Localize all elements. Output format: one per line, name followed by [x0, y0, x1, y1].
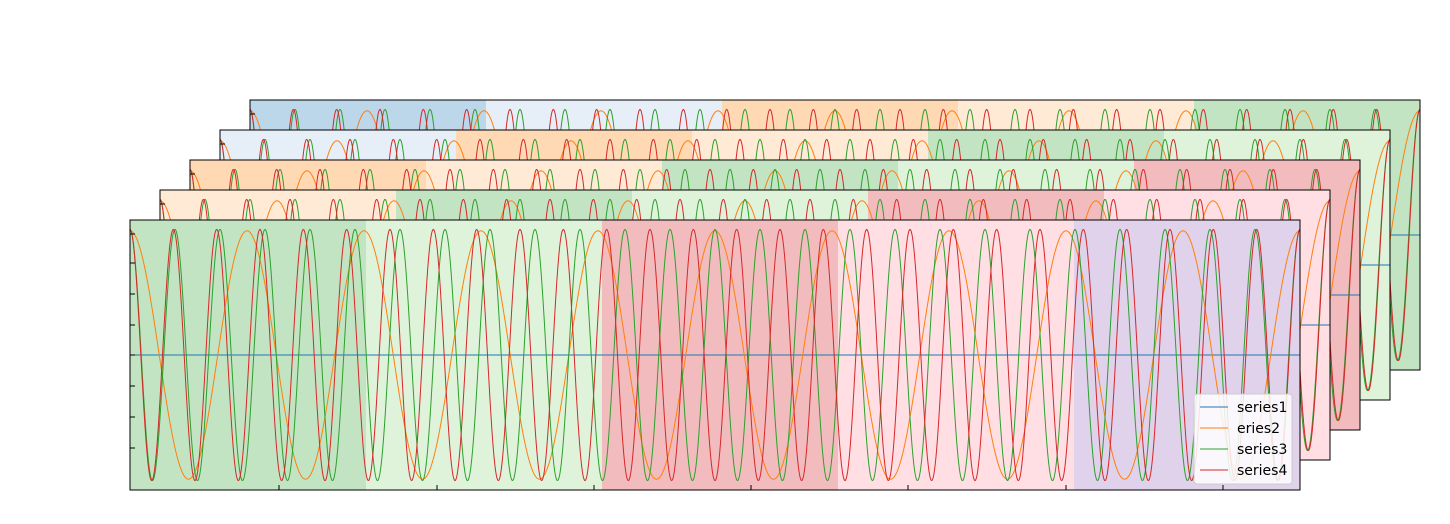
panel-1 [129, 219, 1301, 491]
legend-label-series4: series4 [1237, 463, 1287, 479]
series-lines [130, 228, 1300, 482]
legend-label-series3: series3 [1237, 442, 1287, 458]
series-line-series4 [130, 228, 1300, 482]
legend-label-eries2: eries2 [1237, 421, 1280, 437]
legend-label-series1: series1 [1237, 400, 1287, 416]
legend-box [1193, 393, 1293, 485]
series-line-series3 [130, 228, 1300, 482]
ticks [130, 233, 1224, 490]
legend: series1 eries2 series3 series4 [1193, 393, 1293, 485]
